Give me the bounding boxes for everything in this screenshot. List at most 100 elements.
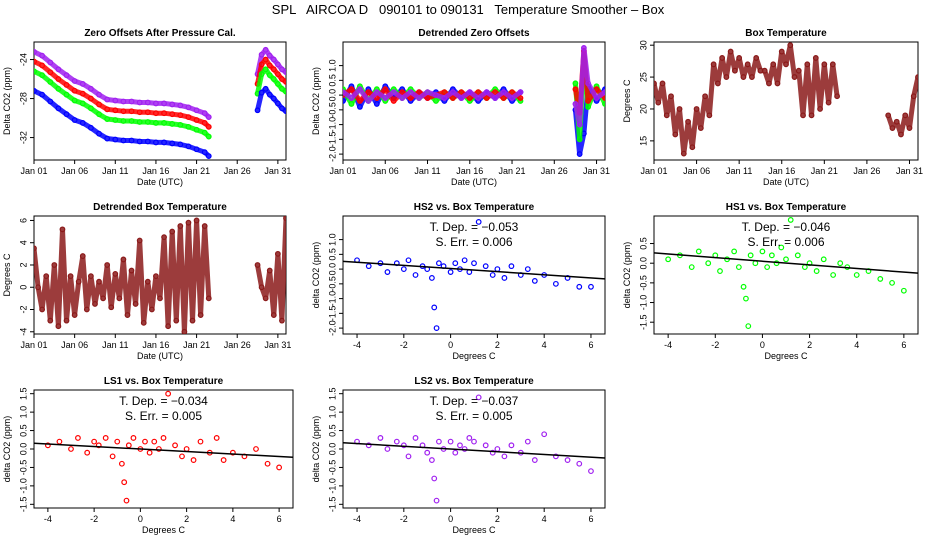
data-point xyxy=(193,217,200,224)
error-annotation: S. Err. = 0.006 xyxy=(435,235,512,249)
data-point xyxy=(877,276,884,282)
data-point xyxy=(768,252,775,259)
data-point xyxy=(146,449,153,456)
data-point xyxy=(412,435,419,441)
data-point xyxy=(96,111,102,118)
data-point xyxy=(136,138,143,145)
panel-title: Detrended Box Temperature xyxy=(93,202,227,213)
data-point xyxy=(424,95,431,101)
y-tick-label: -24 xyxy=(18,53,28,66)
data-point xyxy=(279,66,285,73)
data-point xyxy=(412,272,419,278)
data-point xyxy=(524,438,531,445)
data-point xyxy=(697,125,704,132)
data-point xyxy=(801,264,808,271)
data-point xyxy=(39,52,46,59)
x-tick-label: Jan 01 xyxy=(20,340,47,350)
data-point xyxy=(205,295,212,302)
x-tick-label: 4 xyxy=(542,340,547,350)
series-ls2 xyxy=(34,46,286,120)
data-point xyxy=(39,306,46,313)
x-tick-label: -2 xyxy=(400,340,408,350)
data-point xyxy=(602,95,605,101)
y-tick-label: -1.0 xyxy=(327,478,337,494)
x-tick-label: Jan 11 xyxy=(102,340,128,350)
x-tick-label: 2 xyxy=(495,340,500,350)
data-point xyxy=(201,120,208,126)
data-point xyxy=(161,234,167,241)
data-point xyxy=(266,91,273,98)
data-point xyxy=(274,81,281,87)
data-point xyxy=(185,114,192,120)
data-point xyxy=(428,275,435,281)
data-point xyxy=(153,100,159,107)
data-point xyxy=(276,464,283,471)
data-point xyxy=(266,52,273,59)
data-point xyxy=(654,80,657,87)
data-point xyxy=(279,317,285,324)
y-tick-label: 20 xyxy=(638,104,648,114)
x-tick-label: 4 xyxy=(542,514,547,524)
data-point xyxy=(501,275,508,281)
data-point xyxy=(710,61,717,68)
data-point xyxy=(752,260,759,267)
y-tick-label: 0.5 xyxy=(327,248,337,261)
data-point xyxy=(393,438,400,445)
slope-annotation: T. Dep. = −0.037 xyxy=(430,394,519,408)
data-point xyxy=(428,457,435,463)
data-point xyxy=(471,260,477,267)
y-tick-label: -1.5 xyxy=(18,497,28,513)
x-axis-label: Degrees C xyxy=(452,351,496,361)
data-point xyxy=(723,74,730,80)
data-point xyxy=(384,269,391,275)
data-point xyxy=(71,87,78,94)
data-point xyxy=(185,104,192,111)
data-point xyxy=(494,266,501,273)
x-tick-label: Jan 16 xyxy=(768,166,795,176)
data-point xyxy=(125,442,132,449)
data-point xyxy=(100,295,106,302)
x-axis-label: Date (UTC) xyxy=(137,351,183,361)
data-point xyxy=(365,263,372,270)
data-point xyxy=(34,48,37,55)
x-tick-label: Jan 06 xyxy=(683,166,710,176)
data-point xyxy=(399,95,406,101)
data-point xyxy=(572,101,579,107)
x-tick-label: 0 xyxy=(138,514,143,524)
data-point xyxy=(102,435,109,441)
data-point xyxy=(680,150,687,157)
data-point xyxy=(830,272,837,278)
data-point xyxy=(740,283,747,290)
panel-title: LS2 vs. Box Temperature xyxy=(414,376,534,387)
data-point xyxy=(88,273,94,280)
y-tick-label: -1.5 xyxy=(327,306,337,322)
data-point xyxy=(39,62,46,69)
data-point xyxy=(357,103,363,110)
data-point xyxy=(136,99,143,106)
data-point xyxy=(531,278,538,284)
y-tick-label: -1.5 xyxy=(327,132,337,148)
data-point xyxy=(71,78,78,84)
data-point xyxy=(63,82,70,88)
data-point xyxy=(47,59,54,66)
data-point xyxy=(161,100,167,107)
data-point xyxy=(706,112,713,119)
x-tick-label: Jan 01 xyxy=(640,166,667,176)
data-point xyxy=(672,131,679,138)
y-tick-label: -2.0 xyxy=(327,146,337,162)
data-point xyxy=(689,144,696,151)
data-point xyxy=(541,431,548,438)
y-axis-label: delta CO2 (ppm) xyxy=(622,242,632,309)
y-tick-label: -0.5 xyxy=(327,102,337,118)
data-point xyxy=(39,91,46,98)
data-point xyxy=(357,86,363,93)
data-point xyxy=(177,112,184,119)
data-point xyxy=(274,250,281,257)
data-point xyxy=(258,284,265,291)
data-point xyxy=(572,86,579,93)
y-tick-label: 1.0 xyxy=(327,406,337,419)
data-point xyxy=(79,120,86,126)
data-point xyxy=(695,248,702,255)
data-point xyxy=(761,67,768,74)
data-point xyxy=(88,95,94,102)
